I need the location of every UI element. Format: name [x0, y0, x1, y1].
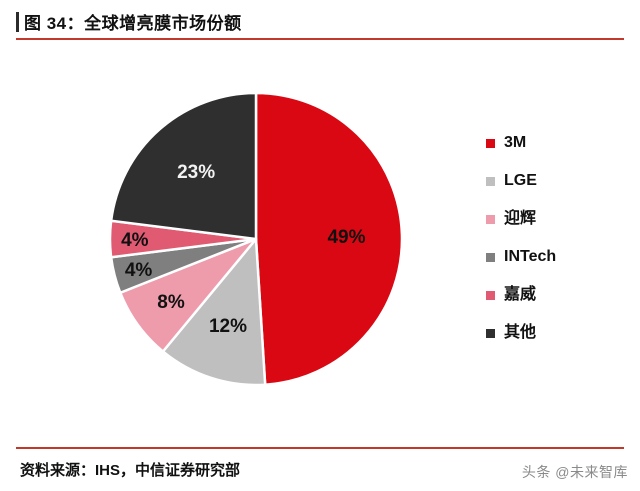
legend-swatch-icon: [486, 290, 495, 300]
pie-chart: 49% 12% 8% 4% 4% 23%: [108, 89, 408, 389]
pie-slice-label: 8%: [157, 292, 185, 313]
legend-item-label: 3M: [504, 134, 527, 151]
source-note: 资料来源：IHS，中信证券研究部: [20, 462, 241, 479]
pie-slice-label: 4%: [121, 230, 149, 251]
watermark: 头条 @未来智库: [521, 464, 628, 480]
pie-slice-label: 4%: [125, 260, 153, 281]
pie-slice[interactable]: [109, 91, 258, 241]
pie-slice[interactable]: [254, 91, 404, 386]
title-marker-bar: [16, 12, 19, 32]
legend: 3M LGE 迎辉 INTech 嘉威其他: [486, 124, 636, 352]
page-title: 图 34：全球增亮膜市场份额: [24, 14, 242, 33]
pie-slice-label: 12%: [209, 316, 247, 337]
legend-item[interactable]: INTech: [486, 238, 636, 276]
legend-item-label: LGE: [504, 172, 537, 189]
legend-item-label: 嘉威: [504, 286, 537, 303]
footer-divider: [16, 447, 624, 449]
legend-swatch-icon: [486, 176, 495, 186]
legend-item[interactable]: 迎辉: [486, 200, 636, 238]
pie-slice-label: 49%: [327, 227, 365, 248]
chart-area: 49% 12% 8% 4% 4% 23% 3M LGE 迎辉 INTech 嘉威 其他: [0, 44, 640, 440]
figure-title-block: 图 34：全球增亮膜市场份额: [0, 0, 640, 44]
legend-swatch-icon: [486, 138, 495, 148]
legend-swatch-icon: [486, 328, 495, 338]
legend-item[interactable]: LGE: [486, 162, 636, 200]
pie-label-group: 49%12%8%4%4%23%: [121, 162, 366, 337]
legend-item[interactable]: 3M: [486, 124, 636, 162]
pie-slice-label: 23%: [177, 162, 215, 183]
pie-chart-svg: 49%12%8%4%4%23%: [108, 91, 404, 387]
legend-item[interactable]: 嘉威: [486, 276, 636, 314]
legend-swatch-icon: [486, 252, 495, 262]
legend-item-label: 迎辉: [504, 210, 537, 227]
legend-swatch-icon: [486, 214, 495, 224]
legend-item-label: 其他: [504, 324, 537, 341]
legend-item[interactable]: 其他: [486, 314, 636, 352]
legend-item-label: INTech: [504, 248, 557, 265]
pie-slice[interactable]: [161, 237, 267, 387]
pie-slice-group: [108, 91, 404, 387]
title-divider: [16, 38, 624, 40]
